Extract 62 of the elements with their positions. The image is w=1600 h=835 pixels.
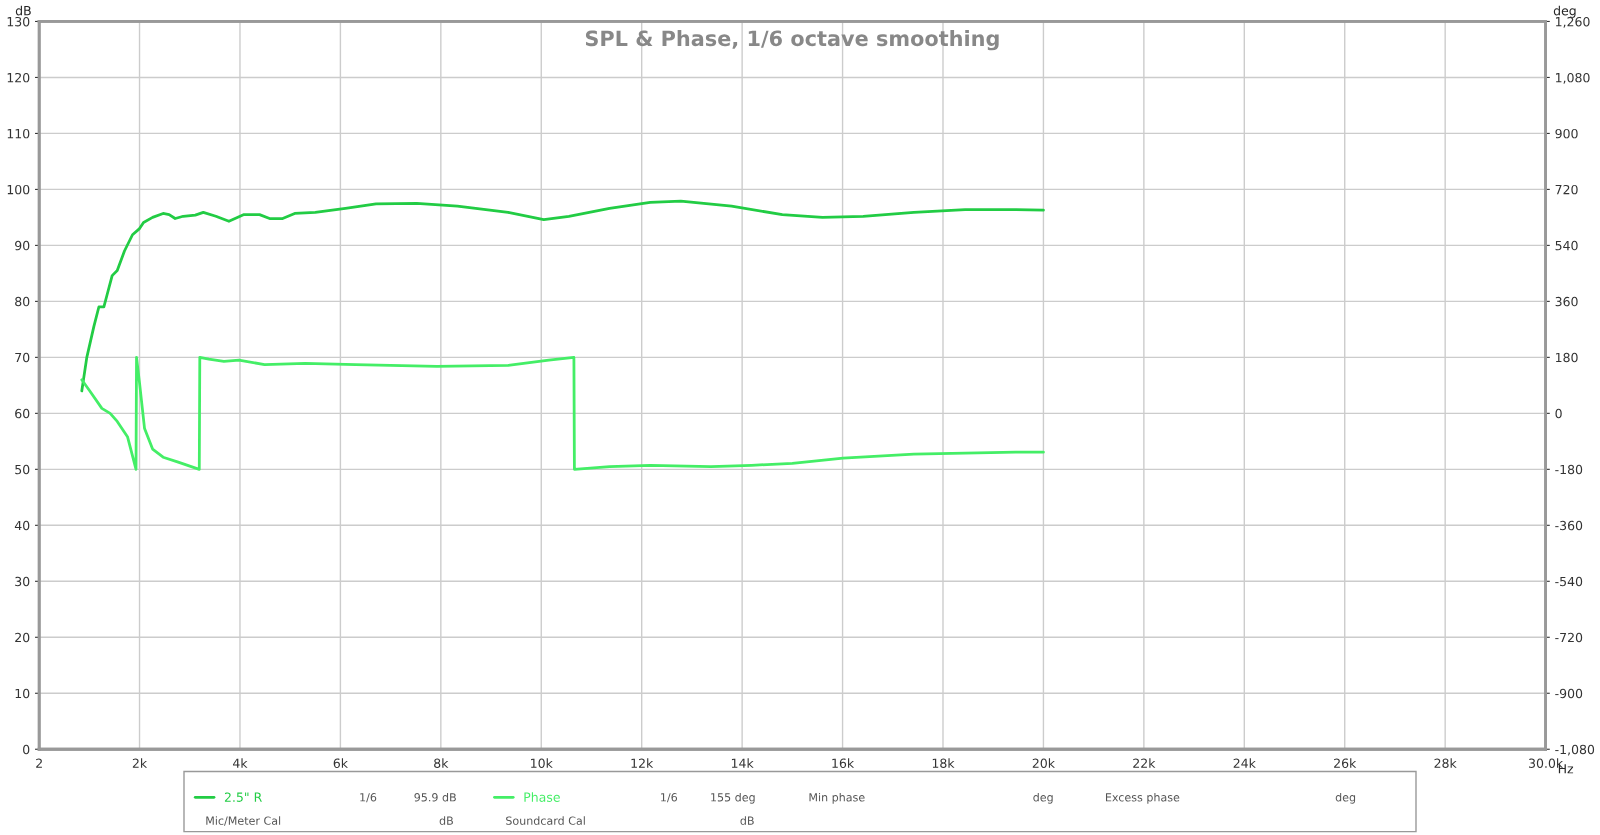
x-tick-label: 18k [932,758,955,768]
y2-tick-label: 1,260 [1556,16,1590,28]
text: Min phase [809,792,865,804]
y2-tick-label: -1,080 [1555,744,1595,756]
y-tick-label: 0 [23,744,30,755]
x-tick-label: 12k [631,758,654,768]
text: 1/6 [661,793,678,803]
line-series [80,199,1045,393]
y-tick-label: 60 [15,408,30,419]
x-tick-label: 14k [731,758,754,768]
y2-axis-title: deg [1553,5,1576,18]
text: 1/6 [360,793,377,803]
text: 155 deg [711,792,755,804]
y2-tick-label: 900 [1555,128,1578,139]
y2-tick-label: 720 [1555,184,1578,195]
y-tick-label: 90 [15,240,30,251]
y-tick-label: 50 [15,464,30,475]
x-tick-label: 20k [1032,758,1055,768]
text: Mic/Meter Cal [206,816,281,826]
y2-tick-label: -360 [1555,520,1583,531]
text: deg [1335,792,1356,804]
x-tick-label: 2k [132,758,148,768]
x-tick-label: 8k [434,758,449,768]
y-tick-label: 10 [15,688,30,699]
x-tick-label: 22k [1133,758,1156,768]
y-tick-label: 40 [14,520,30,531]
x-tick-label: 2 [36,758,42,768]
y-tick-label: 120 [7,72,30,83]
y2-tick-label: 360 [1555,296,1578,307]
legend-label: Phase [524,792,560,802]
x-tick-label: 4k [232,758,248,768]
text: Excess phase [1106,792,1180,804]
y2-tick-label: -540 [1555,576,1583,587]
chart-title: SPL & Phase, 1/6 octave smoothing [585,30,999,51]
y2-tick-label: 540 [1555,240,1578,251]
x-tick-label: 26k [1334,758,1357,768]
text: dB [740,816,754,825]
y-tick-label: 20 [15,632,30,643]
text: Soundcard Cal [506,816,585,825]
y2-tick-label: 180 [1556,352,1578,363]
x-tick-label: 6k [333,758,348,768]
y-tick-label: 30 [15,576,30,587]
text: dB [439,816,453,825]
y2-tick-label: -720 [1555,632,1583,643]
y-tick-label: 110 [7,128,30,139]
legend-label: 2.5" R [224,792,262,802]
y-axis-title: dB [15,5,31,16]
y-tick-label: 130 [7,16,30,27]
y2-tick-label: -900 [1555,688,1583,699]
x-tick-label: 16k [832,758,855,768]
line-series [80,355,1045,471]
y2-tick-label: -180 [1555,464,1583,475]
x-tick-label: 10k [531,758,553,768]
y-tick-label: 80 [15,296,30,307]
x-tick-label: 28k [1434,758,1457,768]
y-tick-label: 100 [7,184,30,195]
x-tick-label: 24k [1233,758,1256,768]
y2-tick-label: 1,080 [1556,72,1590,84]
text: deg [1033,792,1053,804]
text: 95.9 dB [414,792,456,802]
y2-tick-label: 0 [1555,408,1562,419]
y-tick-label: 70 [15,352,30,363]
